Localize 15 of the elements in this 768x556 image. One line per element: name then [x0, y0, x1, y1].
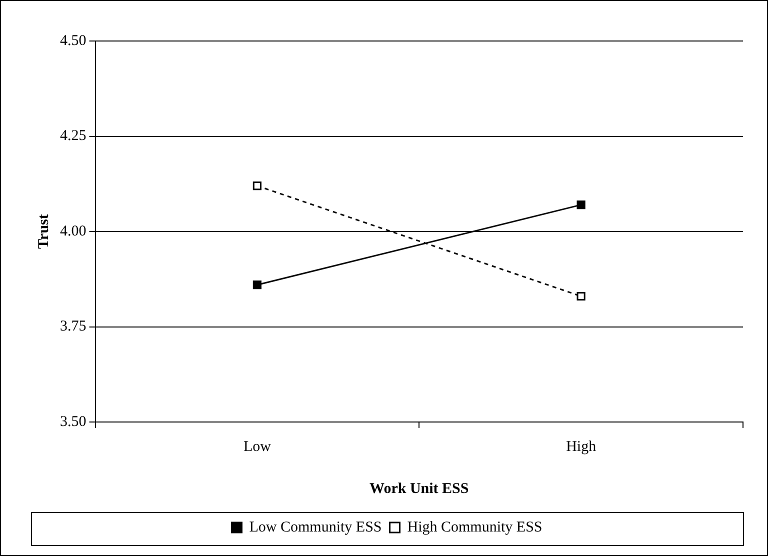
legend-label: Low Community ESS [249, 519, 382, 536]
y-tick-label: 4.25 [60, 128, 86, 144]
point [252, 280, 262, 290]
y-tick-label: 4.50 [60, 32, 86, 49]
x-axis-title: Work Unit ESS [370, 480, 469, 497]
y-axis-title: Trust [36, 214, 52, 249]
y-tick-label: 4.00 [60, 223, 86, 240]
x-tick-label: High [566, 438, 597, 455]
y-tick-label: 3.75 [60, 318, 86, 335]
y-tick-label: 3.50 [60, 414, 86, 430]
point [576, 200, 586, 210]
point [576, 292, 586, 301]
x-tick-label: Low [243, 438, 272, 455]
legend-label: High Community ESS [407, 519, 542, 536]
point [252, 181, 262, 190]
